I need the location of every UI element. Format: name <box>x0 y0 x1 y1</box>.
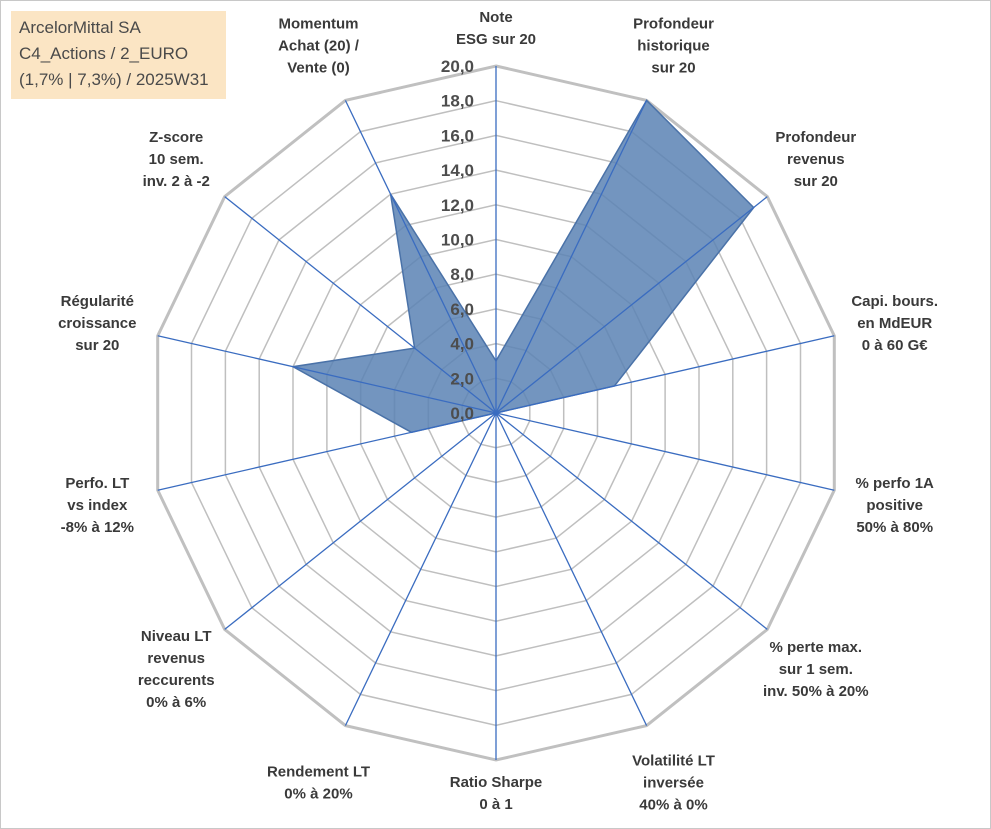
axis-label: sur 20 <box>794 173 838 190</box>
tick-label: 10,0 <box>441 231 474 250</box>
axis-spoke <box>157 412 497 491</box>
tick-label: 6,0 <box>450 300 474 319</box>
tick-label: 12,0 <box>441 196 474 215</box>
tick-label: 16,0 <box>441 126 474 145</box>
axis-spoke <box>495 412 648 726</box>
axis-label: 50% à 80% <box>856 519 933 536</box>
axis-spoke <box>495 100 648 414</box>
axis-label: Note <box>479 9 512 26</box>
axis-label: % perfo 1A <box>856 475 935 492</box>
axis-label: Volatilité LT <box>632 753 715 770</box>
axis-label: 0 à 1 <box>479 796 512 813</box>
axis-layer <box>157 66 835 760</box>
tick-labels: 0,0 2,0 4,0 6,0 8,0 10,0 12,0 14,0 16,0 18,0 20,0 <box>441 57 474 423</box>
axis-label: Rendement LT <box>267 764 370 781</box>
axis-label: Régularité <box>61 293 134 310</box>
axis-spoke <box>495 335 835 414</box>
axis-spoke <box>224 412 497 630</box>
tick-label: 4,0 <box>450 335 474 354</box>
info-box: ArcelorMittal SA C4_Actions / 2_EURO (1,… <box>11 11 226 99</box>
axis-labels: Note ESG sur 20 Profondeur historique sur 20… <box>58 9 938 814</box>
axis-label: 0 à 60 G€ <box>862 337 929 354</box>
axis-spoke <box>495 412 768 630</box>
axis-label: positive <box>866 497 923 514</box>
axis-label: -8% à 12% <box>61 519 134 536</box>
tick-label: 0,0 <box>450 404 474 423</box>
axis-label: Capi. bours. <box>851 293 938 310</box>
axis-label: sur 1 sem. <box>779 661 853 678</box>
axis-label: Niveau LT <box>141 628 212 645</box>
axis-label: Perfo. LT <box>65 475 129 492</box>
axis-label: reccurents <box>138 672 215 689</box>
axis-label: ESG sur 20 <box>456 31 536 48</box>
tick-label: 8,0 <box>450 265 474 284</box>
axis-label: Vente (0) <box>287 60 350 77</box>
axis-label: Profondeur <box>633 16 714 33</box>
tick-label: 18,0 <box>441 92 474 111</box>
category-line: C4_Actions / 2_EURO <box>19 44 189 63</box>
axis-label: Ratio Sharpe <box>450 774 543 791</box>
axis-label: inversée <box>643 775 704 792</box>
tick-label: 20,0 <box>441 57 474 76</box>
axis-label: Profondeur <box>775 129 856 146</box>
axis-label: vs index <box>67 497 128 514</box>
axis-label: croissance <box>58 315 136 332</box>
tick-label: 14,0 <box>441 161 474 180</box>
period-line: (1,7% | 7,3%) / 2025W31 <box>19 70 209 89</box>
axis-spoke <box>344 412 497 726</box>
axis-label: en MdEUR <box>857 315 932 332</box>
axis-label: historique <box>637 38 710 55</box>
axis-label: sur 20 <box>651 60 695 77</box>
axis-label: Z-score <box>149 129 203 146</box>
axis-spoke <box>224 196 497 414</box>
axis-spoke <box>495 412 835 491</box>
axis-label: revenus <box>787 151 845 168</box>
axis-label: % perte max. <box>770 639 863 656</box>
tick-label: 2,0 <box>450 369 474 388</box>
company-name: ArcelorMittal SA <box>19 18 141 37</box>
axis-spoke <box>344 100 497 414</box>
axis-label: 0% à 6% <box>146 694 206 711</box>
axis-label: Achat (20) / <box>278 38 360 55</box>
axis-label: 0% à 20% <box>284 786 352 803</box>
axis-label: sur 20 <box>75 337 119 354</box>
axis-label: 10 sem. <box>149 151 204 168</box>
axis-label: revenus <box>147 650 205 667</box>
axis-label: inv. 2 à -2 <box>143 173 210 190</box>
axis-spoke <box>157 335 497 414</box>
axis-label: inv. 50% à 20% <box>763 683 869 700</box>
axis-spoke <box>495 196 768 414</box>
axis-label: Momentum <box>279 16 359 33</box>
axis-label: 40% à 0% <box>639 797 707 814</box>
